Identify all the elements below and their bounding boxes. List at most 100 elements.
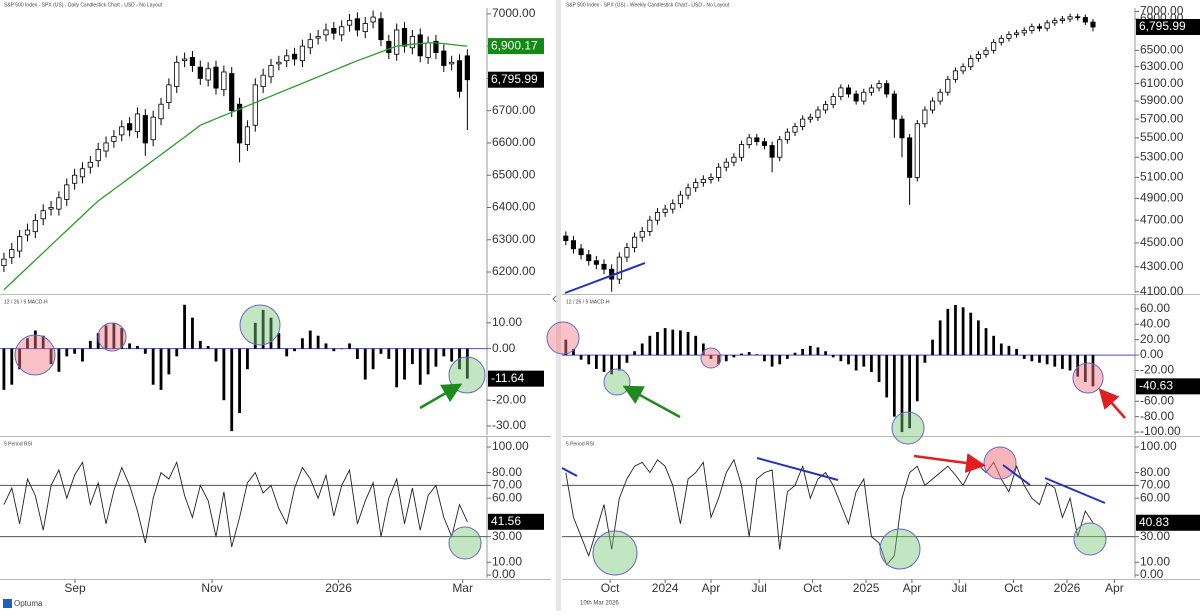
candle-body: [739, 144, 745, 158]
y-tick-label: 4900.00: [1140, 191, 1184, 205]
histogram-bar: [73, 348, 77, 354]
candle-body: [823, 104, 829, 111]
histogram-bar: [1038, 355, 1041, 363]
candle-body: [56, 197, 62, 210]
candle-body: [307, 39, 313, 49]
x-tick-label: Apr: [702, 581, 721, 595]
y-tick-label: 5300.00: [1140, 149, 1184, 163]
y-tick-label: 40.00: [1140, 316, 1170, 330]
histogram-bar: [931, 339, 934, 356]
column-divider: [556, 0, 561, 611]
candle-body: [845, 87, 852, 95]
candle-body: [975, 53, 981, 59]
price-marker-label: 6,795.99: [1139, 19, 1186, 33]
candle-body: [632, 236, 638, 249]
candle-body: [401, 27, 408, 47]
histogram-bar: [277, 333, 281, 349]
histogram-bar: [732, 355, 736, 358]
candle-body: [134, 113, 141, 133]
histogram-bar: [808, 345, 812, 356]
candle-body: [853, 93, 859, 102]
y-tick-label: 30.00: [492, 529, 522, 543]
candle-body: [64, 184, 70, 200]
y-tick-label: 6700.00: [492, 103, 536, 117]
histogram-bar: [26, 338, 29, 349]
histogram-bar: [755, 354, 759, 356]
histogram-bar: [395, 348, 399, 388]
candle-body: [433, 40, 439, 53]
candle-body: [563, 235, 569, 242]
histogram-bar: [824, 351, 827, 356]
histogram-bar: [686, 331, 690, 356]
candle-body: [761, 141, 767, 146]
x-tick-label: Oct: [1004, 581, 1023, 595]
candle-body: [654, 212, 661, 221]
circle: [14, 334, 56, 376]
histogram-bar: [961, 307, 965, 356]
histogram-bar: [701, 343, 705, 356]
histogram-bar: [648, 335, 652, 356]
candle-body: [17, 236, 23, 252]
histogram-bar: [847, 355, 850, 365]
histogram-bar: [120, 327, 124, 349]
candle-body: [354, 18, 360, 31]
candle-body: [601, 263, 607, 270]
histogram-bar: [308, 330, 312, 349]
y-tick-label: 100.00: [1140, 439, 1177, 453]
histogram-bar: [442, 348, 446, 357]
candle-body: [72, 174, 78, 184]
y-tick-label: 6400.00: [492, 200, 536, 214]
circle: [603, 368, 631, 396]
y-tick-label: -30.00: [492, 418, 526, 432]
histogram-bar: [1030, 355, 1034, 362]
histogram-bar: [816, 347, 820, 356]
y-tick-label: 10.00: [492, 315, 522, 329]
histogram-bar: [740, 353, 743, 356]
candle-body: [260, 74, 266, 87]
x-tick-label: Oct: [601, 581, 620, 595]
circle: [879, 528, 921, 570]
price-marker-label: -11.64: [491, 371, 524, 385]
histogram-bar: [426, 348, 430, 375]
candle-body: [425, 42, 431, 58]
candle-body: [174, 61, 180, 87]
arrow: [913, 453, 986, 473]
histogram-bar: [564, 339, 568, 356]
histogram-bar: [159, 348, 163, 390]
candle-body: [323, 29, 329, 36]
panel-title: 5 Period RSI: [4, 441, 32, 447]
x-tick-label: 2025: [853, 581, 880, 595]
price-marker: [488, 38, 544, 55]
candle-body: [111, 136, 117, 142]
trend-line: [1002, 464, 1031, 486]
histogram-bar: [300, 338, 304, 349]
y-tick-label: 6600.00: [492, 135, 536, 149]
y-tick-label: 6500.00: [492, 167, 536, 181]
histogram-bar: [112, 322, 116, 349]
y-tick-label: 20.00: [1140, 332, 1170, 346]
histogram-bar: [387, 348, 391, 359]
candle-body: [891, 93, 897, 120]
trend-line: [756, 457, 839, 481]
y-tick-label: 7000.00: [1140, 4, 1184, 18]
candle-body: [884, 83, 890, 95]
histogram-bar: [183, 304, 187, 349]
histogram-bar: [831, 355, 835, 358]
histogram-bar: [885, 355, 889, 398]
candle-body: [1014, 32, 1020, 35]
arrow: [622, 385, 681, 419]
y-tick-label: 6100.00: [1140, 76, 1184, 90]
histogram-bar: [1061, 355, 1064, 369]
y-tick-label: 0.00: [492, 567, 516, 581]
candle-body: [1075, 16, 1081, 19]
candle-body: [952, 70, 958, 80]
price-marker: [488, 71, 544, 88]
histogram-bar: [640, 343, 644, 356]
candle-body: [899, 118, 905, 139]
candle-body: [456, 60, 463, 92]
candle-body: [24, 229, 31, 236]
candle-body: [754, 137, 760, 143]
candle-body: [930, 100, 936, 111]
y-tick-label: 30.00: [1140, 529, 1170, 543]
histogram-bar: [348, 343, 351, 349]
